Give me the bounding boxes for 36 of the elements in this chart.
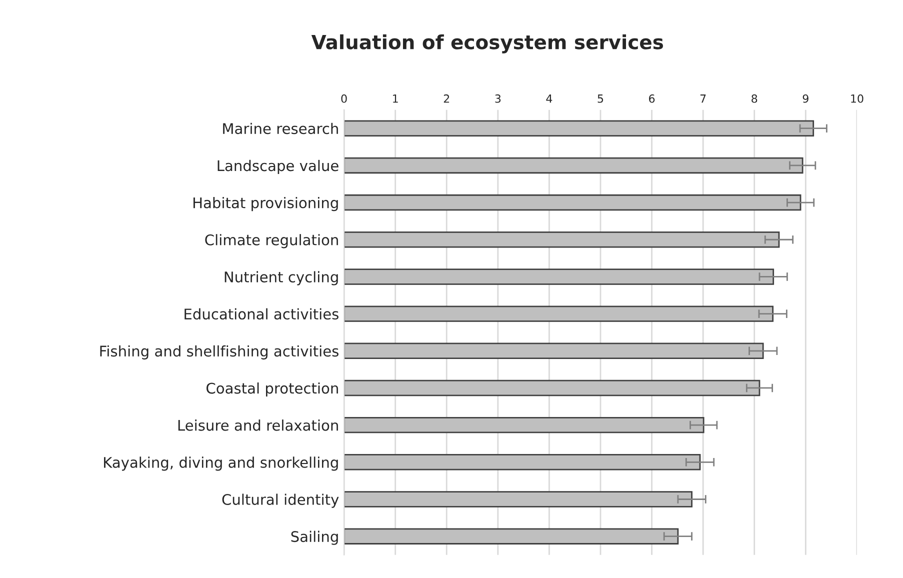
x-tick-label: 1 [393,94,398,103]
x-tick-label: 3 [495,94,501,103]
y-tick-label: Habitat provisioning [193,197,338,212]
y-tick-label: Landscape value [218,160,338,174]
y-tick-label: Climate regulation [205,234,338,248]
x-tick-label: 2 [444,94,450,103]
bar [344,194,802,211]
y-tick-label: Educational activities [184,308,338,320]
bar [344,454,701,470]
y-tick-label: Fishing and shellfishing activities [100,345,338,360]
bar [344,120,814,136]
y-tick-label: Sailing [291,530,338,545]
bar [344,416,704,434]
y-tick-label: Marine research [223,122,338,134]
y-tick-label: Leisure and relaxation [178,420,338,431]
x-tick-label: 4 [546,94,552,103]
bar [344,528,679,544]
x-tick-label: 9 [802,94,808,103]
bar [344,232,780,248]
bar [344,268,774,285]
bar [344,157,804,174]
y-tick-label: Coastal protection [206,382,338,397]
x-tick-label: 7 [700,94,706,103]
x-tick-label: 6 [649,94,655,103]
y-tick-label: Kayaking, diving and snorkelling [104,456,338,471]
x-tick-label: 8 [752,94,758,103]
x-tick-label: 5 [598,94,604,103]
y-tick-label: Nutrient cycling [224,271,338,286]
x-tick-label: 0 [341,94,347,103]
bar [344,380,760,396]
bar [344,306,774,322]
x-tick-label: 10 [851,94,864,103]
y-tick-label: Cultural identity [222,494,339,508]
bar [344,491,692,508]
chart-title: Valuation of ecosystem services [311,34,664,54]
bar [344,342,764,360]
